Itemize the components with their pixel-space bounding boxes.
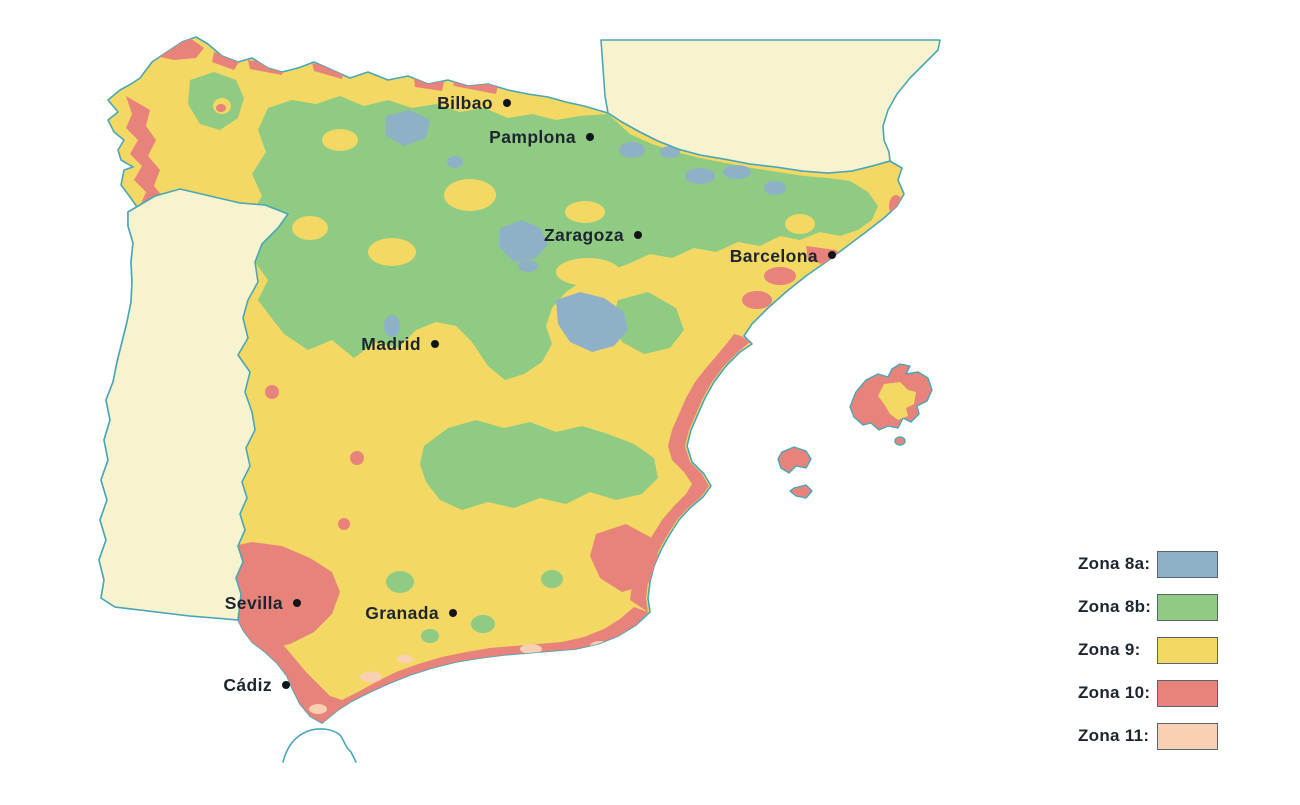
legend-swatch-zona-8b xyxy=(1157,593,1218,621)
portugal-landmass xyxy=(98,188,289,621)
legend-row-zona-10: Zona 10: xyxy=(1078,679,1238,707)
city-dot xyxy=(828,251,836,259)
zone-patches xyxy=(126,38,903,723)
city-label: Barcelona xyxy=(730,246,818,266)
city-dot xyxy=(449,609,457,617)
city-label: Zaragoza xyxy=(544,225,624,245)
legend-swatch-zona-11 xyxy=(1157,722,1218,750)
france-landmass xyxy=(600,39,941,174)
city-markers: Bilbao Pamplona Zaragoza Barcelona Madri… xyxy=(223,93,836,695)
zone-8a-patches xyxy=(384,110,786,352)
city-dot xyxy=(282,681,290,689)
city-label: Cádiz xyxy=(223,675,272,695)
mallorca-zone9-center xyxy=(878,382,916,420)
city-label: Granada xyxy=(365,603,439,623)
legend-swatch-zona-10 xyxy=(1157,679,1218,707)
legend-label: Zona 11: xyxy=(1078,726,1150,745)
city-granada: Granada xyxy=(365,603,457,623)
legend-row-zona-8a: Zona 8a: xyxy=(1078,550,1238,578)
legend-label: Zona 8b: xyxy=(1078,597,1152,616)
legend-swatch-zona-9 xyxy=(1157,636,1218,664)
legend-row-zona-11: Zona 11: xyxy=(1078,722,1238,750)
legend-label: Zona 9: xyxy=(1078,640,1141,659)
city-dot xyxy=(293,599,301,607)
city-cadiz: Cádiz xyxy=(223,675,290,695)
legend-row-zona-8b: Zona 8b: xyxy=(1078,593,1238,621)
city-dot xyxy=(586,133,594,141)
city-label: Bilbao xyxy=(437,93,493,113)
city-zaragoza: Zaragoza xyxy=(544,225,642,245)
city-barcelona: Barcelona xyxy=(730,246,836,266)
zone-legend: Zona 8a: Zona 8b: Zona 9: Zona 10: Zona … xyxy=(1078,550,1238,765)
balearic-islands xyxy=(777,363,933,499)
legend-swatch-zona-8a xyxy=(1157,550,1218,578)
city-label: Madrid xyxy=(361,334,421,354)
city-bilbao: Bilbao xyxy=(437,93,511,113)
city-pamplona: Pamplona xyxy=(489,127,594,147)
city-dot xyxy=(503,99,511,107)
zone-8b-patches xyxy=(188,72,878,643)
cabrera-islet xyxy=(894,436,906,446)
zone-9-inliers xyxy=(213,98,815,286)
legend-label: Zona 10: xyxy=(1078,683,1151,702)
city-madrid: Madrid xyxy=(361,334,439,354)
city-dot xyxy=(431,340,439,348)
legend-label: Zona 8a: xyxy=(1078,554,1151,573)
africa-coastline xyxy=(282,728,357,763)
formentera-island xyxy=(789,484,813,499)
city-sevilla: Sevilla xyxy=(225,593,301,613)
city-label: Pamplona xyxy=(489,127,576,147)
city-label: Sevilla xyxy=(225,593,283,613)
legend-row-zona-9: Zona 9: xyxy=(1078,636,1238,664)
ibiza-island xyxy=(777,446,812,474)
city-dot xyxy=(634,231,642,239)
